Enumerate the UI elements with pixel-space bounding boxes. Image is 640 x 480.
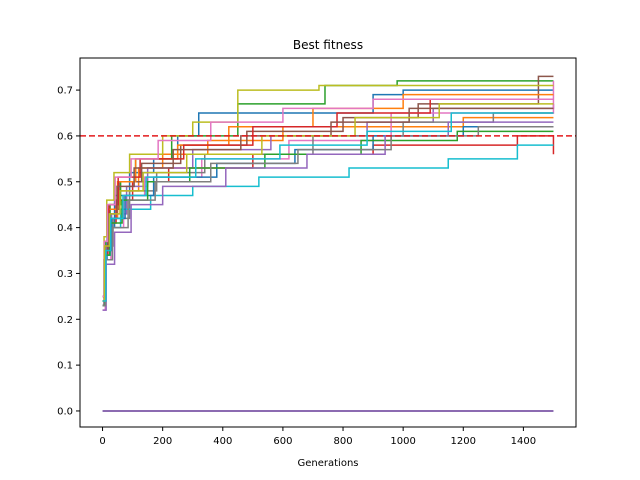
x-axis-label: Generations [298, 458, 359, 469]
y-tick-label: 0.2 [57, 315, 73, 326]
plot-frame [79, 57, 577, 428]
x-tick-label: 0 [99, 436, 105, 447]
y-tick-label: 0.6 [57, 131, 73, 142]
x-tick-label: 1400 [511, 436, 536, 447]
series-line-17 [102, 98, 554, 298]
x-tick-label: 1000 [390, 436, 415, 447]
x-tick-label: 800 [333, 436, 352, 447]
series-line-9 [102, 84, 554, 298]
series-line-20 [102, 112, 554, 302]
series-line-19 [102, 103, 554, 302]
y-tick-label: 0.7 [57, 86, 73, 97]
y-tick-label: 0.5 [57, 177, 73, 188]
chart-title: Best fitness [293, 38, 363, 52]
series-layer [102, 75, 555, 311]
y-tick-label: 0.0 [57, 406, 73, 417]
y-tick-label: 0.3 [57, 269, 73, 280]
y-tick-label: 0.4 [57, 223, 73, 234]
x-tick-label: 1200 [451, 436, 476, 447]
y-tick-label: 0.1 [57, 361, 73, 372]
x-tick-label: 200 [153, 436, 172, 447]
ticks-layer: 0 200 400 600 800 1000 1200 1400 0.0 0.1 0.2 0.3 0.4… [57, 86, 536, 447]
x-tick-label: 400 [213, 436, 232, 447]
x-tick-label: 600 [273, 436, 292, 447]
series-line-1 [102, 89, 554, 307]
